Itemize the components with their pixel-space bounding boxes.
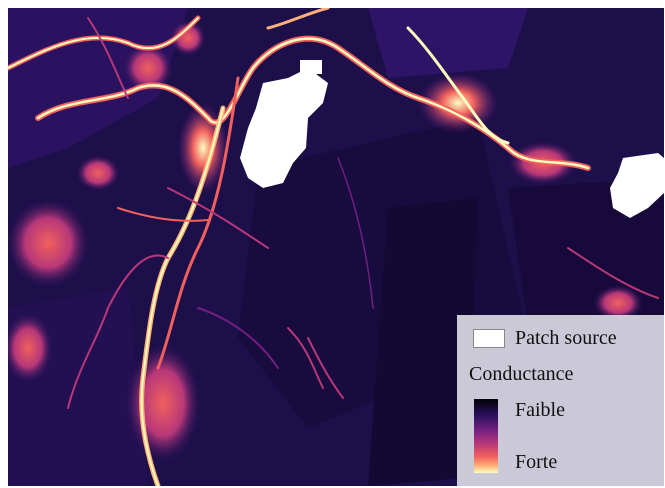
legend-high-row: Forte	[515, 451, 557, 473]
legend-patch-row: Patch source	[473, 327, 617, 349]
map-legend: Patch source Conductance Faible Forte	[457, 315, 664, 486]
legend-title: Conductance	[469, 363, 574, 385]
patch-sources	[240, 60, 664, 218]
map-canvas	[8, 8, 664, 486]
legend-low-label: Faible	[515, 399, 565, 421]
patch-swatch	[473, 328, 505, 348]
conductance-color-ramp	[474, 399, 498, 473]
legend-low-row: Faible	[515, 399, 565, 421]
legend-patch-label: Patch source	[515, 327, 617, 349]
legend-high-label: Forte	[515, 451, 558, 473]
legend-title-row: Conductance	[469, 363, 573, 385]
conductance-map	[8, 8, 664, 486]
river-network	[8, 8, 659, 486]
